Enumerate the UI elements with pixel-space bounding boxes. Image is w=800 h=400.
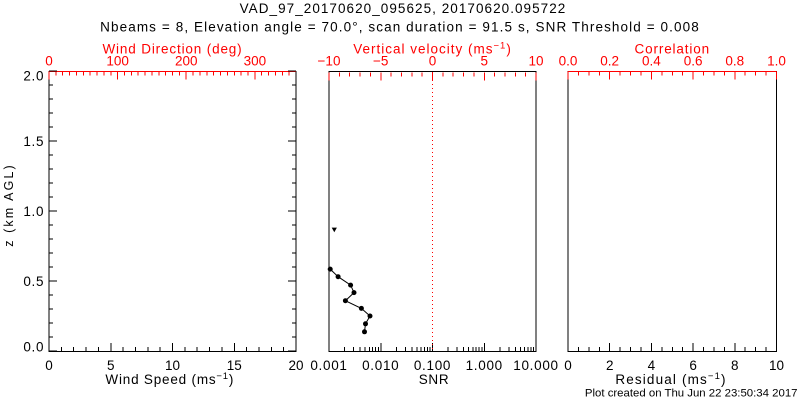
svg-text:0: 0 (45, 358, 53, 373)
svg-text:Wind Direction (deg): Wind Direction (deg) (102, 42, 242, 57)
svg-text:20: 20 (288, 358, 303, 373)
svg-text:Plot created on Thu Jun 22 23:: Plot created on Thu Jun 22 23:50:34 2017 (585, 388, 798, 400)
svg-text:0.5: 0.5 (23, 274, 44, 289)
svg-text:8: 8 (731, 358, 739, 373)
svg-text:2: 2 (606, 358, 614, 373)
svg-text:1.0: 1.0 (767, 54, 786, 69)
svg-text:0.0: 0.0 (23, 340, 44, 355)
svg-text:Residual (ms−1): Residual (ms−1) (615, 371, 726, 387)
svg-text:z (km AGL): z (km AGL) (2, 163, 16, 247)
svg-text:Nbeams = 8, Elevation angle =: Nbeams = 8, Elevation angle = 70.0°, sca… (100, 19, 700, 34)
svg-text:200: 200 (175, 54, 198, 69)
svg-text:0.8: 0.8 (725, 54, 744, 69)
svg-text:−10: −10 (318, 54, 341, 69)
svg-text:1.000: 1.000 (466, 358, 503, 373)
svg-text:Vertical velocity (ms−1): Vertical velocity (ms−1) (353, 41, 512, 57)
svg-text:0: 0 (45, 54, 53, 69)
svg-text:1.0: 1.0 (23, 204, 44, 219)
svg-text:0: 0 (564, 358, 572, 373)
svg-text:−5: −5 (373, 54, 388, 69)
svg-text:4: 4 (648, 358, 656, 373)
svg-text:SNR: SNR (419, 372, 450, 387)
svg-text:0: 0 (429, 54, 437, 69)
svg-text:100: 100 (106, 54, 129, 69)
svg-text:2.0: 2.0 (23, 69, 44, 84)
svg-text:Correlation: Correlation (635, 42, 710, 57)
svg-text:300: 300 (244, 54, 267, 69)
svg-text:10.000: 10.000 (513, 358, 559, 373)
svg-text:5: 5 (480, 54, 488, 69)
svg-text:Wind Speed (ms−1): Wind Speed (ms−1) (105, 371, 234, 387)
svg-text:5: 5 (107, 358, 115, 373)
svg-text:0.0: 0.0 (559, 54, 578, 69)
svg-text:10: 10 (165, 358, 180, 373)
svg-text:10: 10 (769, 358, 784, 373)
svg-text:0.010: 0.010 (362, 358, 399, 373)
svg-text:15: 15 (227, 358, 242, 373)
svg-text:0.6: 0.6 (684, 54, 703, 69)
svg-text:0.2: 0.2 (600, 54, 619, 69)
svg-text:0.100: 0.100 (414, 358, 451, 373)
svg-text:0.001: 0.001 (310, 358, 347, 373)
svg-text:0.4: 0.4 (642, 54, 661, 69)
svg-text:10: 10 (528, 54, 543, 69)
svg-text:6: 6 (689, 358, 697, 373)
svg-text:VAD_97_20170620_095625, 201706: VAD_97_20170620_095625, 20170620.095722 (240, 1, 567, 16)
svg-text:1.5: 1.5 (23, 134, 44, 149)
